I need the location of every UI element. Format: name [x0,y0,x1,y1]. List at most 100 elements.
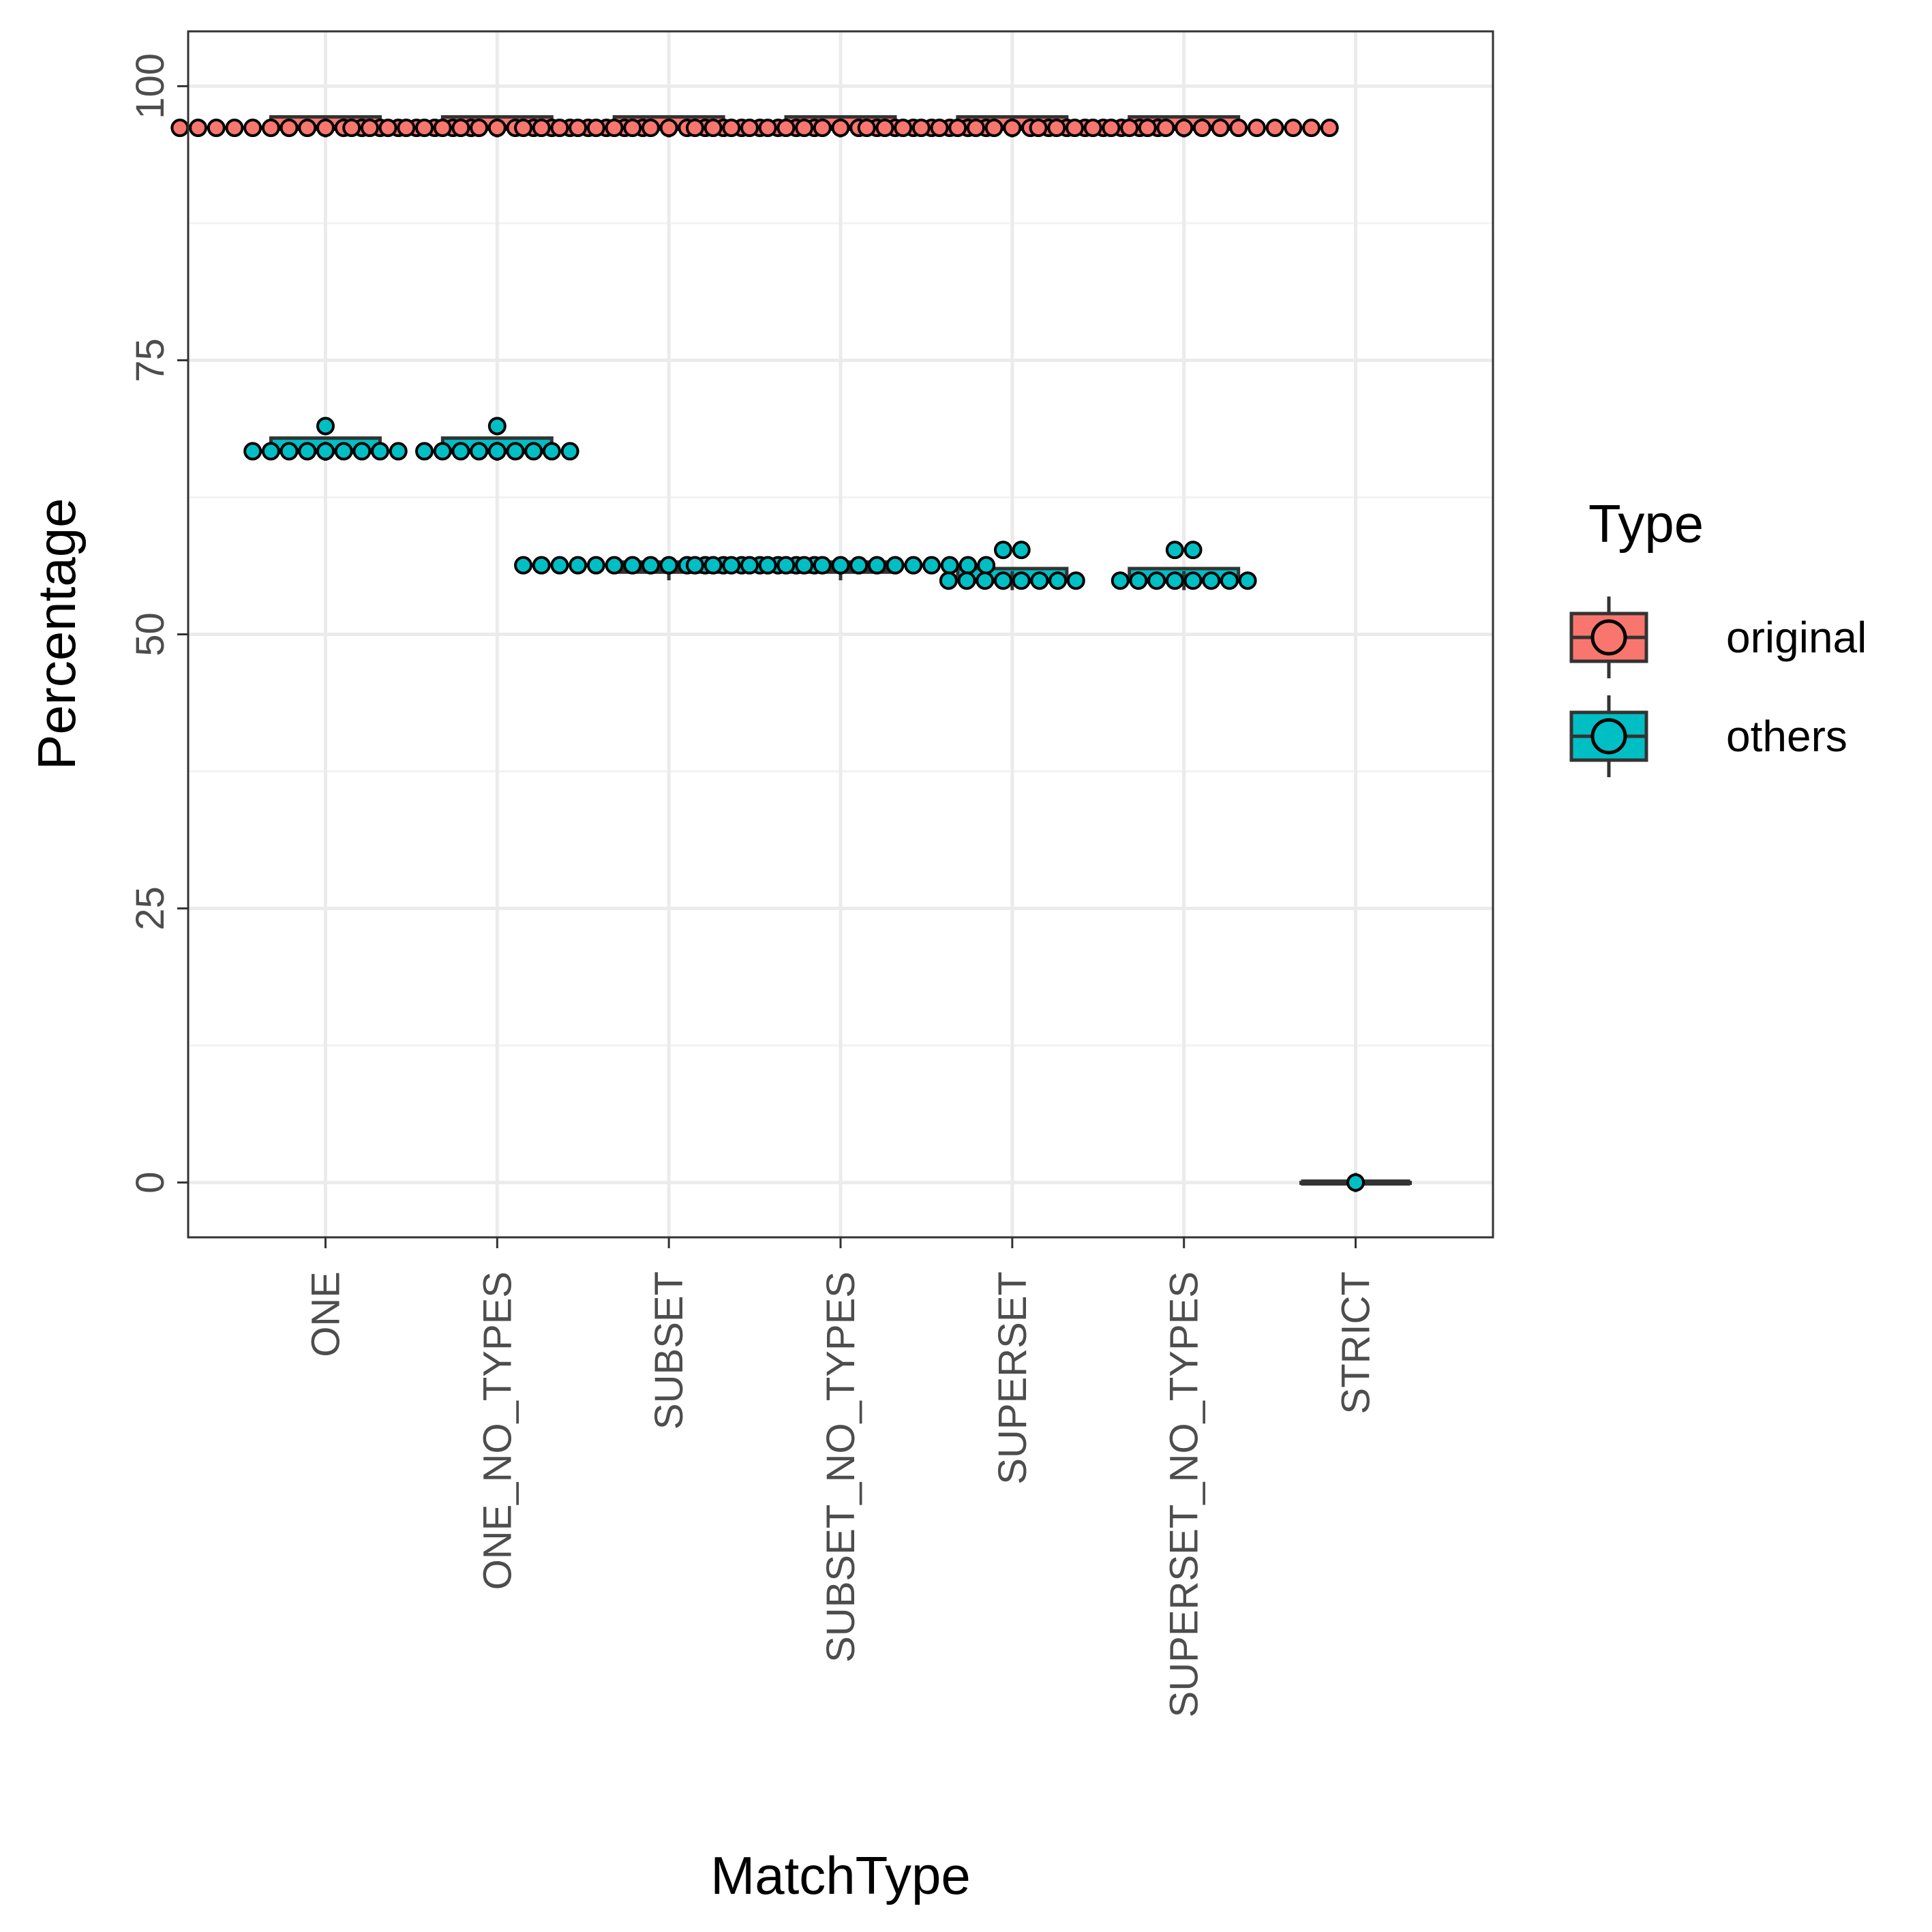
data-dot [280,442,299,461]
data-dot [831,119,850,138]
data-dot [849,556,869,575]
data-dot [623,556,642,575]
data-dot [360,119,379,138]
legend-key-dot [1590,619,1627,656]
data-dot [189,119,208,138]
data-dot [261,442,280,461]
data-dot [1129,571,1148,590]
data-dot [685,119,704,138]
data-dot [1247,119,1266,138]
data-dot [740,556,759,575]
data-dot [316,119,335,138]
data-dot [1183,541,1203,560]
data-dot [371,442,390,461]
data-dot [704,119,723,138]
data-dot [298,442,317,461]
x-tick-label: SUPERSET [991,1271,1035,1485]
data-dot [378,119,397,138]
data-dot [641,556,660,575]
legend-key-dot [1590,718,1627,755]
data-dot [514,119,533,138]
data-dot [886,556,905,575]
data-dot [993,541,1012,560]
data-dot [922,556,941,575]
data-dot [470,119,489,138]
data-dot [514,556,533,575]
data-dot [451,442,470,461]
data-dot [1138,119,1157,138]
data-dot [659,556,678,575]
data-dot [506,442,525,461]
data-dot [1183,571,1203,590]
x-axis-title: MatchType [710,1845,971,1905]
data-dot [605,556,624,575]
data-dot [1175,119,1194,138]
data-dot [298,119,317,138]
data-dot [758,119,777,138]
data-dot [1102,119,1121,138]
legend-label: original [1726,613,1867,662]
data-dot [243,442,262,461]
data-dot [170,119,190,138]
data-dot [569,119,588,138]
data-dot [1066,571,1085,590]
x-tick-label: STRICT [1334,1271,1378,1414]
data-dot [685,556,704,575]
x-tick-label: SUBSET [647,1271,691,1430]
y-tick-label: 50 [128,612,172,656]
data-dot [1320,119,1339,138]
data-dot [1211,119,1230,138]
data-dot [1156,119,1175,138]
data-dot [1030,571,1049,590]
data-dot [722,556,741,575]
data-dot [930,119,949,138]
data-dot [813,556,832,575]
data-dot [1229,119,1248,138]
data-dot [831,556,850,575]
data-dot [894,119,913,138]
data-dot [342,119,361,138]
x-tick-label: ONE [303,1271,348,1357]
data-dot [1147,571,1166,590]
data-dot [939,571,958,590]
data-dot [795,556,814,575]
legend-item-others: others [1569,695,1847,777]
data-dot [1111,571,1130,590]
data-dot [470,442,489,461]
data-dot [867,556,886,575]
y-tick-label: 100 [128,53,172,119]
data-dot [857,119,876,138]
data-dot [1346,1173,1365,1192]
data-dot [586,119,605,138]
data-dot [560,442,579,461]
x-axis: ONE ONE_NO_TYPES SUBSET SUBSET_NO_TYPES SUPE… [303,1237,1378,1717]
data-dot [1048,571,1068,590]
data-dot [532,556,551,575]
data-dot [316,442,335,461]
legend-item-original: original [1569,597,1867,678]
data-dot [389,442,408,461]
data-dot [740,119,759,138]
data-dot [940,556,959,575]
data-dot [776,556,796,575]
data-dot [550,119,569,138]
data-dot [904,556,923,575]
x-tick-label: ONE_NO_TYPES [475,1271,519,1590]
data-dot [758,556,777,575]
data-dot [1302,119,1321,138]
data-dot [776,119,796,138]
data-dot [316,417,335,436]
data-dot [1238,571,1257,590]
data-dot [532,119,551,138]
data-dot [1220,571,1239,590]
data-dot [605,119,624,138]
data-dot [948,119,967,138]
data-dot [911,119,931,138]
data-dot [207,119,226,138]
data-dot [984,119,1003,138]
data-dot [1284,119,1303,138]
data-dot [487,442,507,461]
data-dot [1265,119,1284,138]
data-dot [415,119,434,138]
